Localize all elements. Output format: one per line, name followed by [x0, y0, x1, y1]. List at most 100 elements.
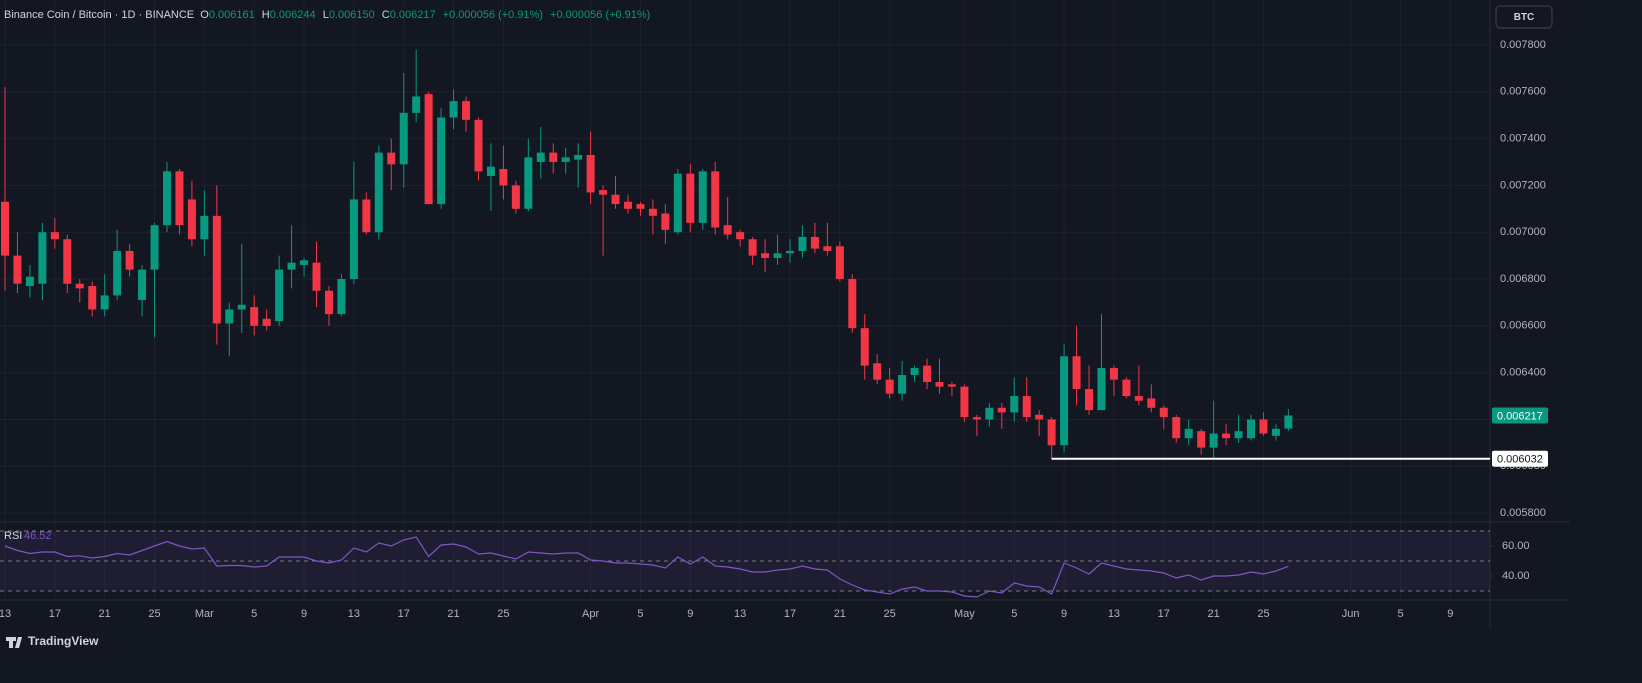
- brand-logo: [6, 637, 22, 648]
- candle-body: [761, 253, 770, 258]
- symbol-title: Binance Coin / Bitcoin · 1D · BINANCE: [4, 9, 195, 21]
- last-price-box: [1492, 407, 1548, 424]
- x-tick-label: 25: [1257, 608, 1269, 620]
- rsi-line: [4, 536, 1289, 598]
- candle-body: [960, 386, 969, 418]
- candle-body: [748, 239, 757, 256]
- candle-body: [785, 250, 794, 254]
- candle-body: [524, 157, 533, 209]
- x-tick-label: 9: [687, 608, 693, 620]
- candle-body: [125, 250, 134, 270]
- candle-body: [1022, 396, 1031, 418]
- candle-body: [611, 194, 620, 205]
- y-tick-label: 0.005800: [1500, 507, 1546, 519]
- candle-body: [935, 382, 944, 387]
- candle-body: [1085, 389, 1094, 411]
- candle-body: [324, 290, 333, 315]
- candle-body: [1147, 398, 1156, 408]
- candle-body: [175, 171, 184, 226]
- candle-body: [212, 215, 221, 324]
- y-tick-label: 0.007400: [1500, 132, 1546, 144]
- candle-body: [536, 152, 545, 162]
- candle-body: [723, 225, 732, 235]
- candle-body: [38, 232, 47, 284]
- candle-body: [1060, 356, 1069, 446]
- candle-body: [1, 201, 9, 256]
- candle-body: [711, 171, 720, 228]
- candle-body: [75, 283, 84, 289]
- candle-body: [449, 101, 458, 118]
- x-tick-label: 25: [148, 608, 160, 620]
- y-tick-label: 0.006800: [1500, 273, 1546, 285]
- candle-body: [362, 199, 371, 233]
- candle-body: [972, 417, 981, 420]
- x-tick-label: Apr: [582, 608, 599, 620]
- y-tick-label: 0.006400: [1500, 367, 1546, 379]
- candle-body: [275, 269, 284, 322]
- candle-body: [648, 208, 657, 216]
- candle-body: [63, 239, 72, 284]
- candle-body: [923, 365, 932, 383]
- candle-body: [349, 199, 358, 280]
- candle-body: [499, 169, 508, 186]
- candle-body: [661, 213, 670, 230]
- rsi-value: 46.52: [24, 530, 52, 542]
- candle-body: [848, 279, 857, 329]
- candle-body: [910, 367, 919, 375]
- candle-body: [1184, 428, 1193, 439]
- candle-body: [162, 171, 171, 226]
- candle-body: [412, 96, 421, 113]
- candle-body: [574, 154, 583, 160]
- candle-body: [399, 112, 408, 165]
- level-label-box: [1492, 450, 1548, 467]
- candle-body: [200, 215, 209, 240]
- candle-body: [1259, 419, 1268, 434]
- candle-body: [50, 232, 59, 240]
- candle-body: [312, 262, 321, 291]
- candle-body: [138, 269, 147, 301]
- candle-body: [673, 173, 682, 233]
- candle-body: [113, 250, 122, 296]
- x-tick-label: 9: [1061, 608, 1067, 620]
- x-tick-label: 25: [884, 608, 896, 620]
- candle-body: [773, 253, 782, 258]
- candle-body: [474, 119, 483, 172]
- x-tick-label: 13: [0, 608, 11, 620]
- ohlc-value: 0.006161: [208, 9, 255, 21]
- x-tick-label: 17: [49, 608, 61, 620]
- candle-body: [885, 379, 894, 394]
- candle-body: [187, 199, 196, 240]
- ohlc-letter: H: [261, 9, 270, 21]
- currency-button[interactable]: [1495, 5, 1553, 29]
- change: +0.000056 (+0.91%): [550, 9, 651, 21]
- x-tick-label: May: [954, 608, 975, 620]
- x-tick-label: 5: [1397, 608, 1403, 620]
- candle-body: [1209, 433, 1218, 448]
- y-tick-label: 0.007800: [1500, 39, 1546, 51]
- candle-body: [549, 152, 558, 162]
- x-tick-label: 13: [348, 608, 360, 620]
- x-tick-label: 25: [497, 608, 509, 620]
- candle-body: [1047, 419, 1056, 446]
- candle-body: [100, 295, 109, 310]
- x-tick-label: 9: [1447, 608, 1453, 620]
- x-tick-label: Mar: [195, 608, 214, 620]
- candle-body: [1222, 433, 1231, 439]
- ohlc-value: 0.006150: [328, 9, 375, 21]
- candle-body: [698, 171, 707, 223]
- x-tick-label: 21: [447, 608, 459, 620]
- candle-body: [1197, 431, 1206, 448]
- candle-body: [686, 173, 695, 223]
- candle-body: [25, 276, 34, 287]
- y-tick-label: 60.00: [1502, 540, 1530, 552]
- currency-label[interactable]: BTC: [1514, 12, 1535, 23]
- candle-body: [1172, 417, 1181, 439]
- candle-body: [1234, 431, 1243, 439]
- candle-body: [1035, 414, 1044, 420]
- candle-body: [1159, 407, 1168, 418]
- candle-body: [287, 262, 296, 270]
- candle-body: [798, 236, 807, 251]
- ohlc-letter: L: [322, 9, 329, 21]
- candle-body: [374, 152, 383, 233]
